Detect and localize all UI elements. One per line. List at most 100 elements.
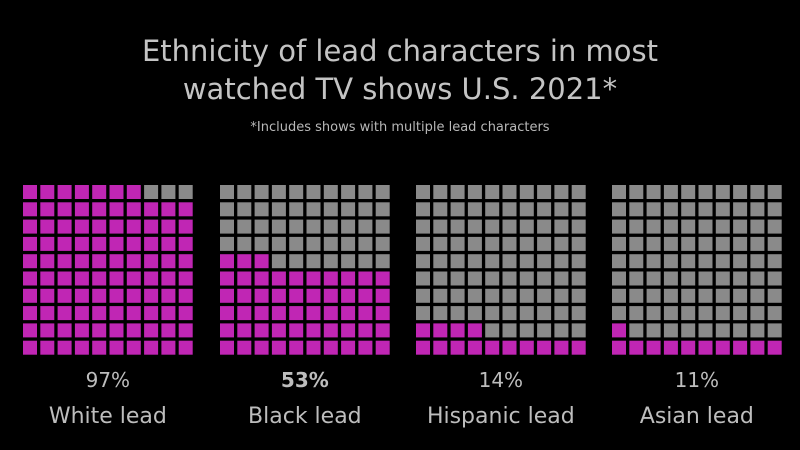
waffle-cell-filled bbox=[271, 288, 286, 303]
waffle-cell-empty bbox=[733, 323, 748, 338]
waffle-cell-empty bbox=[467, 254, 482, 269]
waffle-cell-filled bbox=[161, 306, 176, 321]
waffle-cell-filled bbox=[92, 236, 107, 251]
waffle-cell-filled bbox=[161, 340, 176, 355]
waffle-cell-filled bbox=[126, 323, 141, 338]
waffle-cell-filled bbox=[57, 202, 72, 217]
waffle-cell-filled bbox=[161, 236, 176, 251]
waffle-cell-empty bbox=[698, 202, 713, 217]
waffle-cell-empty bbox=[571, 254, 586, 269]
waffle-cell-empty bbox=[237, 219, 252, 234]
waffle-cell-filled bbox=[92, 271, 107, 286]
waffle-cell-empty bbox=[254, 202, 269, 217]
waffle-cell-empty bbox=[289, 185, 304, 199]
waffle-cell-empty bbox=[554, 271, 569, 286]
chart-title-line-2: watched TV shows U.S. 2021* bbox=[182, 72, 618, 106]
waffle-cell-filled bbox=[57, 288, 72, 303]
waffle-cell-empty bbox=[612, 236, 626, 251]
waffle-cell-empty bbox=[681, 219, 696, 234]
waffle-cell-filled bbox=[74, 236, 89, 251]
waffle-cell-filled bbox=[23, 340, 37, 355]
waffle-cell-filled bbox=[40, 219, 55, 234]
waffle-cell-empty bbox=[306, 254, 321, 269]
waffle-cell-filled bbox=[254, 288, 269, 303]
waffle-cell-empty bbox=[629, 323, 644, 338]
waffle-cell-empty bbox=[681, 185, 696, 199]
waffle-cell-empty bbox=[323, 185, 338, 199]
waffle-cell-empty bbox=[612, 219, 626, 234]
waffle-cell-empty bbox=[467, 202, 482, 217]
waffle-cell-empty bbox=[554, 202, 569, 217]
waffle-cell-empty bbox=[663, 185, 678, 199]
waffle-cell-empty bbox=[767, 271, 782, 286]
waffle-cell-empty bbox=[554, 219, 569, 234]
waffle-cell-empty bbox=[571, 236, 586, 251]
waffle-cell-filled bbox=[23, 219, 37, 234]
waffle-cell-filled bbox=[220, 306, 234, 321]
waffle-cell-empty bbox=[237, 202, 252, 217]
waffle-cell-filled bbox=[612, 323, 626, 338]
waffle-cell-filled bbox=[750, 340, 765, 355]
waffle-cell-empty bbox=[375, 254, 390, 269]
waffle-cell-empty bbox=[502, 323, 517, 338]
waffle-cell-filled bbox=[109, 236, 124, 251]
waffle-cell-empty bbox=[306, 219, 321, 234]
waffle-cell-empty bbox=[681, 271, 696, 286]
waffle-cell-empty bbox=[767, 202, 782, 217]
waffle-cell-empty bbox=[698, 219, 713, 234]
waffle-cell-empty bbox=[571, 271, 586, 286]
waffle-cell-filled bbox=[237, 288, 252, 303]
waffle-cell-filled bbox=[519, 340, 534, 355]
waffle-cell-empty bbox=[715, 185, 730, 199]
waffle-cell-empty bbox=[433, 236, 448, 251]
waffle-cell-empty bbox=[341, 202, 356, 217]
waffle-cell-empty bbox=[323, 254, 338, 269]
waffle-category-label: Asian lead bbox=[639, 404, 754, 429]
waffle-cell-empty bbox=[750, 236, 765, 251]
waffle-cell-filled bbox=[254, 323, 269, 338]
waffle-cell-filled bbox=[92, 254, 107, 269]
waffle-cell-filled bbox=[74, 271, 89, 286]
waffle-cell-filled bbox=[341, 306, 356, 321]
waffle-cell-filled bbox=[74, 219, 89, 234]
waffle-cell-empty bbox=[519, 254, 534, 269]
waffle-cell-filled bbox=[358, 340, 373, 355]
waffle-cell-empty bbox=[629, 236, 644, 251]
waffle-cell-filled bbox=[40, 340, 55, 355]
waffle-cell-filled bbox=[485, 340, 500, 355]
waffle-cell-empty bbox=[433, 185, 448, 199]
waffle-cell-empty bbox=[571, 185, 586, 199]
waffle-cell-filled bbox=[144, 323, 159, 338]
waffle-cell-empty bbox=[663, 236, 678, 251]
waffle-cell-empty bbox=[519, 288, 534, 303]
waffle-cell-filled bbox=[323, 340, 338, 355]
waffle-cell-filled bbox=[23, 185, 37, 199]
waffle-cell-empty bbox=[537, 219, 552, 234]
waffle-cell-empty bbox=[306, 236, 321, 251]
waffle-cell-filled bbox=[554, 340, 569, 355]
waffle-cell-empty bbox=[733, 236, 748, 251]
waffle-white-lead bbox=[23, 185, 193, 355]
waffle-cell-empty bbox=[629, 219, 644, 234]
waffle-cell-empty bbox=[681, 236, 696, 251]
waffle-cell-empty bbox=[646, 254, 661, 269]
waffle-cell-empty bbox=[537, 254, 552, 269]
waffle-cell-empty bbox=[416, 219, 430, 234]
waffle-cell-filled bbox=[178, 271, 193, 286]
waffle-cell-empty bbox=[612, 254, 626, 269]
waffle-cell-filled bbox=[57, 219, 72, 234]
waffle-cell-filled bbox=[341, 271, 356, 286]
waffle-cell-empty bbox=[554, 288, 569, 303]
waffle-cell-filled bbox=[254, 340, 269, 355]
waffle-cell-filled bbox=[126, 306, 141, 321]
waffle-cell-empty bbox=[681, 202, 696, 217]
waffle-value-label: 97% bbox=[85, 368, 131, 392]
waffle-cell-filled bbox=[144, 202, 159, 217]
waffle-cell-empty bbox=[612, 271, 626, 286]
waffle-cell-empty bbox=[485, 306, 500, 321]
waffle-cell-filled bbox=[254, 271, 269, 286]
waffle-cell-empty bbox=[519, 185, 534, 199]
waffle-cell-empty bbox=[646, 236, 661, 251]
waffle-cell-filled bbox=[663, 340, 678, 355]
